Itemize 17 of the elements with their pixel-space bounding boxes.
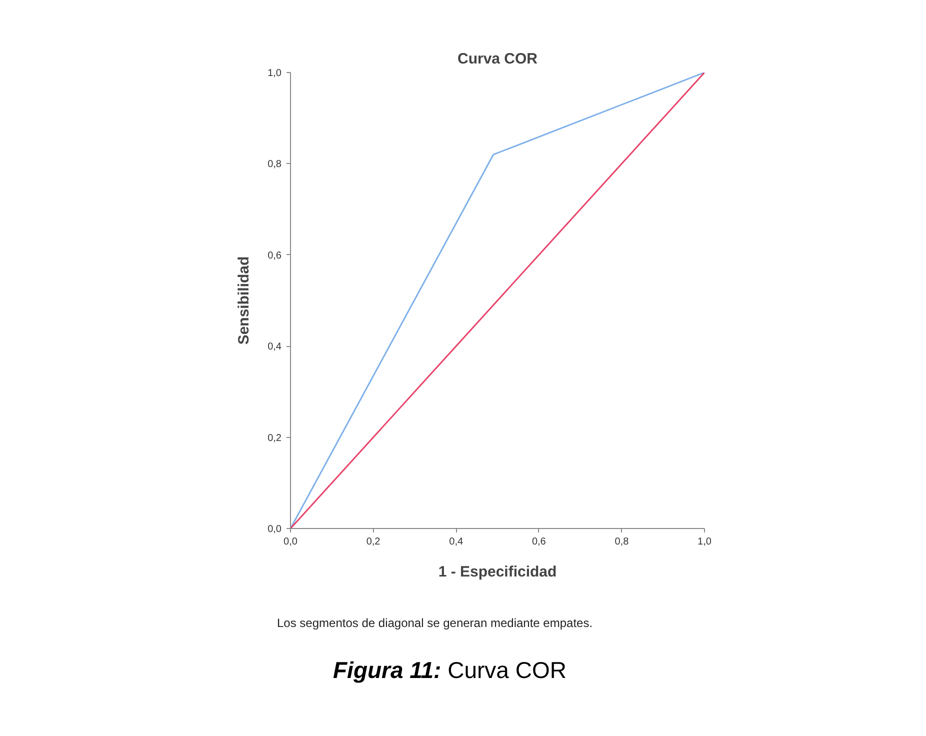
text: Los segmentos de diagonal se generan mediante empates. — [277, 615, 593, 632]
chart-title: Curva COR — [457, 50, 538, 68]
y-axis-title: Sensibilidad — [236, 256, 253, 345]
y-tick-label: 0,2 — [268, 432, 282, 444]
x-tick-label: 0,2 — [366, 536, 381, 548]
y-tick-label: 0,0 — [268, 524, 282, 535]
text: Figura 11: Curva COR — [333, 656, 566, 685]
x-tick-label: 0,0 — [284, 536, 298, 548]
x-axis-title: 1 - Especificidad — [438, 564, 557, 580]
x-tick-label: 0,6 — [532, 536, 546, 548]
y-tick-label: 0,6 — [268, 250, 282, 262]
x-tick-label: 1,0 — [698, 536, 712, 548]
x-tick-label: 0,4 — [449, 536, 464, 548]
x-tick-label: 0,8 — [614, 536, 630, 548]
y-tick-label: 0,8 — [268, 159, 282, 170]
y-tick-label: 0,4 — [268, 342, 282, 353]
y-tick-label: 1,0 — [268, 68, 282, 79]
